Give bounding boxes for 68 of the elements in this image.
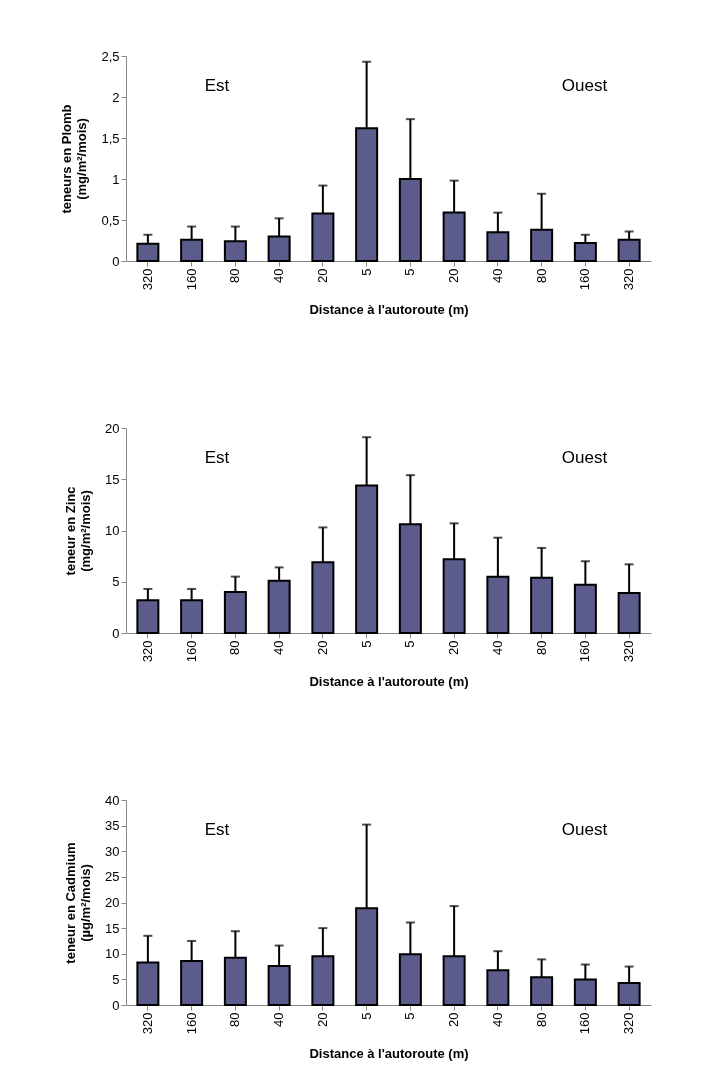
y-axis-title: teneur en Cadmium (µg/m²/mois) (63, 842, 94, 964)
x-tick-label: 5 (358, 268, 374, 276)
x-tick-label: 5 (402, 268, 418, 276)
y-tick-label: 10 (105, 946, 120, 962)
x-tick-label: 320 (139, 268, 155, 291)
x-tick-label: 320 (621, 1012, 637, 1035)
annotation: Est (204, 448, 230, 467)
x-tick-label: 160 (183, 640, 199, 663)
x-tick-label: 20 (314, 268, 330, 283)
y-tick-label: 25 (105, 869, 120, 885)
annotation: Ouest (561, 76, 608, 95)
x-tick-label: 5 (358, 1012, 374, 1020)
x-tick-label: 160 (577, 640, 593, 663)
x-axis-title: Distance à l'autoroute (m) (309, 674, 469, 690)
x-tick-label: 80 (533, 1012, 549, 1027)
x-tick-label: 160 (577, 1012, 593, 1035)
y-tick-label: 20 (105, 895, 120, 910)
annotation: Est (204, 76, 230, 95)
x-tick-label: 80 (533, 640, 549, 655)
y-tick-label: 0,5 (101, 212, 120, 228)
x-tick-label: 40 (271, 1012, 287, 1027)
x-tick-label: 80 (227, 268, 243, 283)
x-tick-label: 40 (489, 1012, 505, 1027)
x-tick-label: 320 (621, 640, 637, 663)
x-tick-label: 20 (314, 640, 330, 655)
y-axis-title: teneur en Zinc (mg/m²/mois) (63, 486, 94, 576)
y-tick-label: 15 (105, 471, 120, 487)
annotation: Est (204, 820, 230, 839)
annotation: Ouest (561, 820, 608, 839)
y-tick-label: 30 (105, 843, 120, 859)
annotation: Ouest (561, 448, 608, 467)
x-tick-label: 5 (358, 640, 374, 648)
x-tick-label: 40 (489, 640, 505, 655)
y-tick-label: 0 (112, 625, 120, 641)
y-tick-label: 0 (112, 253, 120, 269)
x-tick-label: 160 (183, 1012, 199, 1035)
y-tick-label: 35 (105, 818, 120, 834)
x-tick-label: 20 (446, 640, 462, 655)
y-axis-title: teneurs en Plomb (mg/m²/mois) (59, 104, 90, 214)
x-axis-title: Distance à l'autoroute (m) (309, 1046, 469, 1062)
x-tick-label: 20 (446, 1012, 462, 1027)
x-tick-label: 5 (402, 1012, 418, 1020)
x-axis-title: Distance à l'autoroute (m) (309, 302, 469, 318)
x-tick-label: 160 (183, 268, 199, 291)
x-tick-label: 80 (227, 640, 243, 655)
y-tick-label: 1,5 (101, 130, 120, 146)
y-tick-label: 2,5 (101, 48, 120, 64)
y-tick-label: 15 (105, 920, 120, 936)
x-tick-label: 80 (227, 1012, 243, 1027)
x-tick-label: 20 (314, 1012, 330, 1027)
x-tick-label: 40 (271, 640, 287, 655)
y-tick-label: 20 (105, 420, 120, 436)
x-tick-label: 320 (621, 268, 637, 291)
y-tick-label: 1 (112, 171, 120, 187)
x-tick-label: 160 (577, 268, 593, 291)
y-tick-label: 40 (105, 792, 120, 808)
y-tick-label: 2 (112, 89, 120, 105)
y-tick-label: 0 (112, 997, 120, 1013)
x-tick-label: 40 (271, 268, 287, 283)
x-tick-label: 320 (139, 640, 155, 663)
x-tick-label: 320 (139, 1012, 155, 1035)
y-tick-label: 10 (105, 523, 120, 538)
x-tick-label: 80 (533, 268, 549, 283)
x-tick-label: 20 (446, 268, 462, 283)
x-tick-label: 40 (489, 268, 505, 283)
x-tick-label: 5 (402, 640, 418, 648)
y-tick-label: 5 (112, 574, 120, 590)
y-tick-label: 5 (112, 971, 120, 987)
